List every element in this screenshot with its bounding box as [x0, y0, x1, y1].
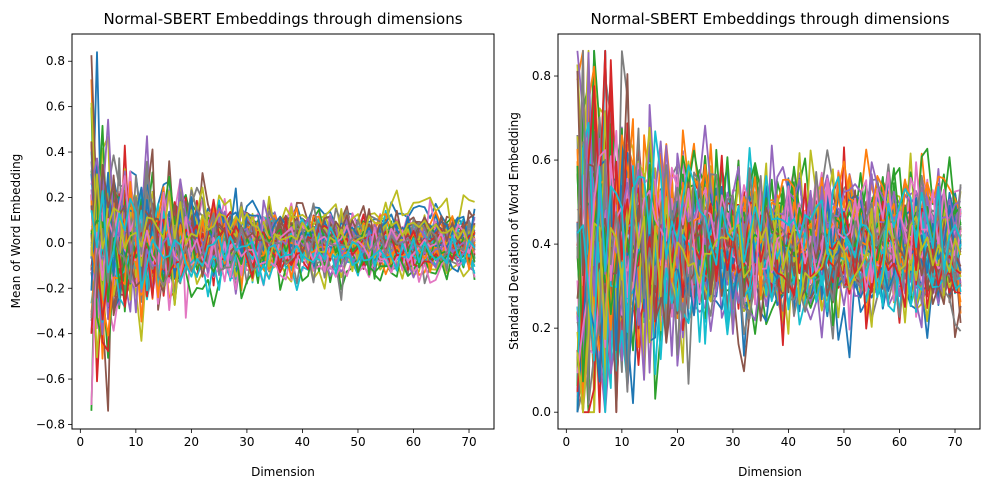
right-y-tick-label: 0.8: [532, 69, 551, 83]
left-y-tick-label: 0.0: [46, 236, 65, 250]
left-x-tick-label: 40: [295, 435, 310, 449]
left-y-tick-label: 0.4: [46, 145, 65, 159]
right-y-tick-label: 0.2: [532, 321, 551, 335]
left-series-line: [90, 55, 476, 317]
right-y-tick-label: 0.4: [532, 237, 551, 251]
left-plot-frame: [71, 33, 495, 430]
left-x-tick-label: 0: [77, 435, 85, 449]
left-series-line: [90, 173, 476, 268]
right-chart: Normal-SBERT Embeddings through dimensio…: [507, 10, 981, 479]
left-plot-lines: [90, 51, 476, 412]
left-x-axis-label: Dimension: [251, 465, 315, 479]
left-y-tick-label: −0.2: [36, 281, 65, 295]
left-series-line: [90, 118, 476, 293]
right-plot-frame: [557, 33, 981, 430]
right-y-tick-label: 0.0: [532, 405, 551, 419]
right-x-tick-label: 60: [892, 435, 907, 449]
left-x-tick-label: 50: [350, 435, 365, 449]
right-series-line: [576, 186, 962, 414]
right-x-tick-label: 70: [947, 435, 962, 449]
left-x-tick-label: 20: [184, 435, 199, 449]
right-x-tick-label: 40: [781, 435, 796, 449]
right-x-axis-label: Dimension: [738, 465, 802, 479]
right-chart-title: Normal-SBERT Embeddings through dimensio…: [590, 10, 949, 28]
right-x-tick-label: 0: [563, 435, 571, 449]
right-y-ticks: 0.0 0.2 0.4 0.6 0.8: [532, 69, 558, 419]
left-y-tick-label: 0.2: [46, 190, 65, 204]
left-x-tick-label: 60: [406, 435, 421, 449]
left-y-tick-label: −0.4: [36, 327, 65, 341]
left-y-tick-label: −0.8: [36, 417, 65, 431]
right-x-tick-label: 30: [725, 435, 740, 449]
left-x-tick-label: 10: [128, 435, 143, 449]
right-x-tick-label: 20: [670, 435, 685, 449]
right-plot-lines: [576, 49, 962, 414]
left-x-ticks: 0 10 20 30 40 50 60 70: [77, 429, 477, 449]
left-y-tick-label: 0.6: [46, 100, 65, 114]
left-chart: Normal-SBERT Embeddings through dimensio…: [9, 10, 495, 479]
left-y-tick-label: −0.6: [36, 372, 65, 386]
right-x-tick-label: 50: [836, 435, 851, 449]
right-y-tick-label: 0.6: [532, 153, 551, 167]
left-series-line: [90, 175, 476, 406]
right-y-axis-label: Standard Deviation of Word Embedding: [507, 112, 521, 350]
right-x-ticks: 0 10 20 30 40 50 60 70: [563, 429, 963, 449]
left-x-tick-label: 30: [239, 435, 254, 449]
left-y-axis-label: Mean of Word Embedding: [9, 154, 23, 309]
right-x-tick-label: 10: [614, 435, 629, 449]
right-series-line: [576, 130, 962, 362]
left-chart-title: Normal-SBERT Embeddings through dimensio…: [103, 10, 462, 28]
left-x-tick-label: 70: [461, 435, 476, 449]
right-series-line: [576, 165, 962, 414]
left-series-line: [90, 190, 476, 290]
left-y-ticks: −0.8 −0.6 −0.4 −0.2 0.0 0.2 0.4 0.6 0.8: [36, 54, 72, 431]
left-y-tick-label: 0.8: [46, 54, 65, 68]
